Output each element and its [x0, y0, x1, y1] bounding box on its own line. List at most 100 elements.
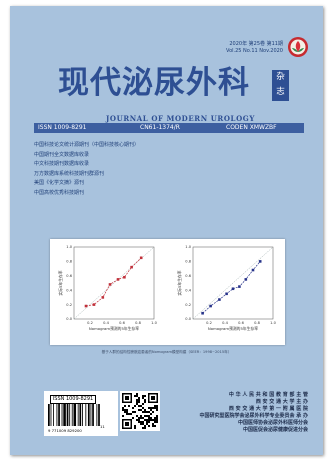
qr-module: [136, 419, 138, 421]
qr-module: [150, 419, 152, 421]
qr-module: [146, 415, 148, 417]
figure-caption: 基于人群的结构性膀胱癌患者的Nomogram模型构建（SEER：1998~201…: [101, 350, 232, 354]
qr-module: [126, 409, 128, 411]
qr-module: [150, 407, 152, 409]
qr-module: [138, 397, 140, 399]
qr-module: [138, 405, 140, 407]
qr-module: [140, 423, 142, 425]
data-point: [225, 292, 228, 296]
data-point: [258, 260, 262, 263]
y-tick-label: 1.0: [185, 245, 191, 249]
qr-module: [132, 417, 134, 419]
calibration-charts: 0.0 0.2 0.4 0.6 0.8 1.0 0.2 0.4 0.6 0.8 1.0 Nomogra…: [58, 245, 277, 331]
journal-cover: 2020年 第25卷 第11期 Vol.25 No.11 Nov.2020 现代…: [10, 6, 323, 455]
qr-module: [144, 409, 146, 411]
qr-module: [156, 421, 158, 423]
y-tick-label: 0.6: [66, 274, 72, 278]
x-tick-label: 0.2: [206, 321, 212, 325]
qr-code-icon: [120, 391, 160, 431]
x-tick-label: 0.4: [222, 321, 228, 325]
x-tick-label: 0.2: [87, 321, 93, 325]
qr-module: [138, 401, 140, 403]
qr-module: [148, 419, 150, 421]
qr-module: [156, 409, 158, 411]
barcode-icon: [48, 404, 100, 426]
data-point: [251, 268, 255, 272]
qr-module: [144, 395, 146, 397]
indexing-item: 中国科技论文统计源期刊（中国科技核心期刊）: [34, 142, 140, 148]
qr-module: [138, 421, 140, 423]
qr-module: [140, 415, 142, 417]
qr-module: [146, 411, 148, 413]
qr-module: [142, 407, 144, 409]
qr-module: [140, 421, 142, 423]
qr-module: [146, 419, 148, 421]
indexing-list: 中国科技论文统计源期刊（中国科技核心期刊） 中国期刊全文数据库收录 中文科技期刊…: [34, 141, 139, 198]
publisher-line: 中国医促会泌尿健康促进分会: [242, 427, 308, 434]
qr-module: [142, 427, 144, 429]
qr-module: [142, 417, 144, 419]
barcode-bar: [90, 404, 92, 426]
qr-module: [134, 411, 136, 413]
issue-number-en: Vol.25 No.11 Nov.2020: [226, 48, 283, 54]
barcode-bar: [82, 404, 83, 426]
qr-module: [152, 407, 154, 409]
qr-module: [134, 405, 136, 407]
qr-module: [144, 415, 146, 417]
y-axis-label: 实际5年生存率: [177, 270, 182, 295]
journal-title-cn: 现代泌尿外科: [58, 65, 250, 101]
y-tick-label: 0.2: [185, 303, 191, 307]
y-tick-label: 0.4: [66, 288, 72, 292]
qr-module: [124, 411, 126, 413]
qr-module: [144, 425, 146, 427]
qr-module: [152, 425, 154, 427]
qr-module: [144, 401, 146, 403]
qr-module: [154, 405, 156, 407]
qr-module: [134, 427, 136, 429]
qr-module: [156, 407, 158, 409]
qr-module: [122, 407, 124, 409]
qr-module: [125, 422, 129, 426]
barcode-bar: [56, 404, 58, 426]
y-axis-label: 实际5年生存率: [58, 270, 63, 295]
indexing-item: 万方数据库系统科技期刊群源刊: [34, 170, 105, 177]
indexing-item: 中文科技期刊数据库收录: [34, 161, 90, 167]
qr-module: [136, 399, 138, 401]
barcode-bar: [98, 404, 100, 426]
reference-diagonal: [192, 246, 274, 320]
data-point: [84, 304, 88, 308]
data-point: [108, 283, 112, 286]
qr-module: [148, 425, 150, 427]
qr-module: [122, 409, 124, 411]
qr-module: [142, 411, 144, 413]
qr-module: [152, 411, 154, 413]
y-tick-label: 0.6: [185, 274, 191, 278]
issn-text: ISSN 1009-8291: [38, 124, 87, 131]
cn-number-text: CN61-1374/R: [140, 124, 180, 131]
qr-module: [156, 405, 158, 407]
qr-module: [142, 421, 144, 423]
barcode-bar: [77, 404, 79, 426]
coden-text: CODEN XMWZBF: [226, 124, 277, 131]
qr-module: [122, 415, 124, 417]
qr-module: [146, 423, 148, 425]
qr-module: [140, 405, 142, 407]
zazhi-char-1: 杂: [276, 72, 285, 82]
barcode-bar: [85, 404, 87, 426]
data-point: [201, 311, 204, 315]
qr-module: [154, 417, 156, 419]
calibration-chart-1: 0.0 0.2 0.4 0.6 0.8 1.0 0.2 0.4 0.6 0.8 1.0 Nomogra…: [58, 245, 158, 331]
data-point: [130, 265, 133, 269]
qr-module: [124, 409, 126, 411]
plot-frame: [73, 246, 155, 320]
qr-module: [140, 409, 142, 411]
barcode-number: 9 771009 829200: [48, 428, 82, 433]
qr-module: [125, 396, 129, 400]
zazhi-char-2: 志: [276, 87, 285, 97]
qr-module: [142, 397, 144, 399]
publisher-line: 中 华 人 民 共 和 国 教 育 部 主 管: [228, 392, 308, 398]
data-point: [244, 278, 248, 281]
barcode-addon: 11: [100, 424, 105, 429]
series-line: [85, 257, 142, 307]
publisher-line: 西 安 交 通 大 学 主 办: [255, 399, 308, 406]
